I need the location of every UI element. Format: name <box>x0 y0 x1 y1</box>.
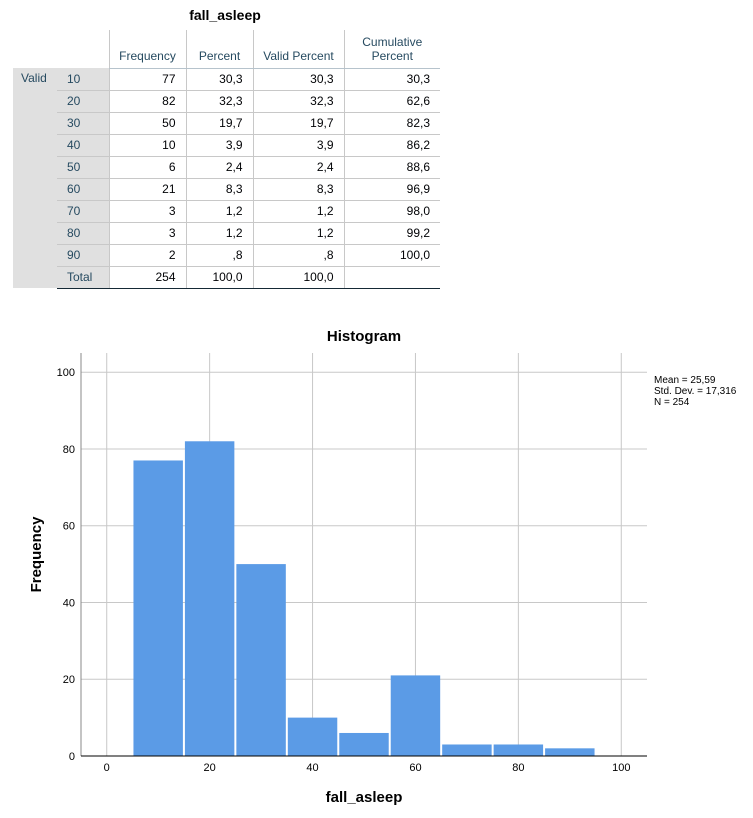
table-row: 50 6 2,4 2,4 88,6 <box>13 156 440 179</box>
histogram-chart: 0 20 40 60 80 100 0 20 40 60 80 100 Histogram fall_as… <box>28 328 737 806</box>
cell-valid-percent: 32,3 <box>252 90 344 113</box>
table-row: 20 82 32,3 32,3 62,6 <box>13 90 440 113</box>
cell-frequency: 3 <box>108 200 186 223</box>
cell-cumulative-percent: 62,6 <box>343 90 440 113</box>
chart-title: Histogram <box>327 328 401 345</box>
cell-frequency: 77 <box>108 68 186 91</box>
y-tick-label: 40 <box>63 597 75 609</box>
cell-valid-percent: 1,2 <box>252 222 344 245</box>
cell-frequency: 2 <box>108 244 186 267</box>
cell-valid-percent: ,8 <box>252 244 344 267</box>
table-row: 80 3 1,2 1,2 99,2 <box>13 222 440 245</box>
cell-valid-percent: 3,9 <box>252 134 344 157</box>
cell-percent: ,8 <box>185 244 253 267</box>
y-tick-label: 80 <box>63 444 75 456</box>
header-cumulative-percent: Cumulative Percent <box>343 30 440 69</box>
cell-percent: 1,2 <box>185 200 253 223</box>
cell-frequency: 6 <box>108 156 186 179</box>
cell-frequency: 10 <box>108 134 186 157</box>
table-row: 40 10 3,9 3,9 86,2 <box>13 134 440 157</box>
cell-cumulative-percent: 82,3 <box>343 112 440 135</box>
cell-frequency: 21 <box>108 178 186 201</box>
cell-valid-percent: 2,4 <box>252 156 344 179</box>
row-category-label: 90 <box>57 244 109 267</box>
cell-valid-percent: 30,3 <box>252 68 344 91</box>
frequency-table: Frequency Percent Valid Percent Cumulati… <box>13 30 440 289</box>
histogram-bar <box>545 748 595 756</box>
header-valid-percent: Valid Percent <box>252 30 344 69</box>
cell-valid-percent: 1,2 <box>252 200 344 223</box>
x-tick-label: 0 <box>104 762 110 774</box>
y-tick-label: 20 <box>63 674 75 686</box>
header-percent: Percent <box>185 30 253 69</box>
table-header-row: Frequency Percent Valid Percent Cumulati… <box>13 30 440 69</box>
cell-percent: 2,4 <box>185 156 253 179</box>
stats-line: Std. Dev. = 17,316 <box>654 386 737 397</box>
frequency-table-title: fall_asleep <box>189 7 261 23</box>
histogram-bar <box>184 441 235 756</box>
table-row: 30 50 19,7 19,7 82,3 <box>13 112 440 135</box>
row-category-label: 70 <box>57 200 109 223</box>
row-category-label: 50 <box>57 156 109 179</box>
cell-cumulative-percent: 98,0 <box>343 200 440 223</box>
histogram-bar <box>493 744 544 756</box>
stats-line: Mean = 25,59 <box>654 375 716 386</box>
table-row: 90 2,8,8 100,0 <box>13 244 440 267</box>
cell-percent: 30,3 <box>185 68 253 91</box>
histogram-bar <box>442 744 492 756</box>
header-blank-group <box>13 30 57 68</box>
histogram-bar <box>287 717 338 756</box>
cell-percent: 1,2 <box>185 222 253 245</box>
table-row: Valid 10 77 30,3 30,3 30,3 <box>13 68 440 288</box>
row-category-label: Total <box>57 266 109 289</box>
histogram-bar <box>390 675 441 756</box>
cell-frequency: 82 <box>108 90 186 113</box>
cell-percent: 32,3 <box>185 90 253 113</box>
y-axis-label: Frequency <box>28 516 45 593</box>
row-category-label: 60 <box>57 178 109 201</box>
x-tick-label: 20 <box>204 762 216 774</box>
header-blank-category <box>57 30 109 68</box>
row-category-label: 20 <box>57 90 109 113</box>
x-tick-label: 40 <box>306 762 318 774</box>
histogram-bar <box>236 564 286 756</box>
cell-frequency: 254 <box>108 266 186 289</box>
header-frequency: Frequency <box>108 30 186 69</box>
row-group-label: Valid <box>13 68 57 288</box>
y-tick-label: 0 <box>69 751 75 763</box>
x-tick-label: 80 <box>512 762 524 774</box>
cell-cumulative-percent: 96,9 <box>343 178 440 201</box>
cell-frequency: 3 <box>108 222 186 245</box>
histogram-bar <box>339 732 389 756</box>
cell-cumulative-percent: 99,2 <box>343 222 440 245</box>
cell-valid-percent: 19,7 <box>252 112 344 135</box>
table-row: 60 21 8,3 8,3 96,9 <box>13 178 440 201</box>
cell-cumulative-percent: 86,2 <box>343 134 440 157</box>
cell-percent: 100,0 <box>185 266 253 289</box>
row-category-label: 80 <box>57 222 109 245</box>
table-row: 70 3 1,2 1,2 98,0 <box>13 200 440 223</box>
header-cumulative-percent-text: Cumulative Percent <box>362 34 423 63</box>
cell-cumulative-percent: 88,6 <box>343 156 440 179</box>
cell-cumulative-percent: 30,3 <box>343 68 440 91</box>
table-row: Total 254 100,0 100,0 <box>13 266 440 289</box>
histogram-bar <box>133 460 183 756</box>
x-axis-label: fall_asleep <box>326 789 403 806</box>
y-tick-label: 100 <box>57 367 75 379</box>
cell-valid-percent: 100,0 <box>252 266 344 289</box>
cell-cumulative-percent: 100,0 <box>343 244 440 267</box>
cell-percent: 3,9 <box>185 134 253 157</box>
y-tick-label: 60 <box>63 521 75 533</box>
cell-cumulative-percent <box>343 266 440 289</box>
cell-percent: 8,3 <box>185 178 253 201</box>
cell-frequency: 50 <box>108 112 186 135</box>
x-tick-label: 100 <box>612 762 630 774</box>
row-category-label: 30 <box>57 112 109 135</box>
cell-valid-percent: 8,3 <box>252 178 344 201</box>
cell-percent: 19,7 <box>185 112 253 135</box>
row-category-label: 10 <box>57 68 109 91</box>
stats-line: N = 254 <box>654 397 690 408</box>
row-category-label: 40 <box>57 134 109 157</box>
x-tick-label: 60 <box>409 762 421 774</box>
